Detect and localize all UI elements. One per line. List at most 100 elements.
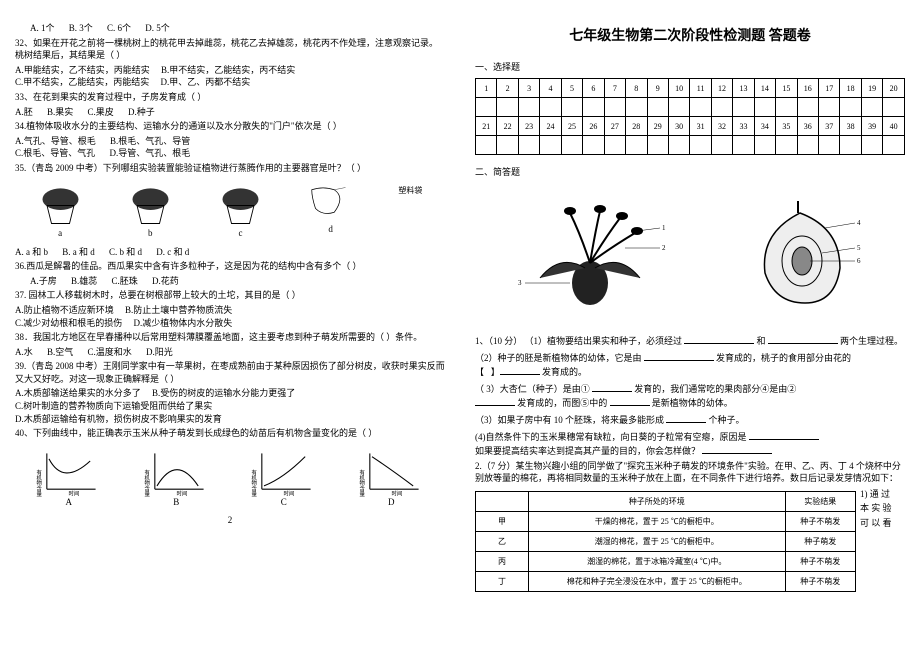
left-page: A. 1个 B. 3个 C. 6个 D. 5个 32、如果在开花之前将一棵桃树上… bbox=[0, 0, 460, 650]
opt: A.木质部输送给果实的水分多了 bbox=[15, 388, 141, 398]
opt: A.气孔、导管、根毛 bbox=[15, 135, 96, 148]
opt: B.防止土壤中营养物质流失 bbox=[125, 305, 232, 315]
chart-label: C bbox=[251, 497, 316, 507]
section-2: 二、简答题 bbox=[475, 165, 905, 178]
opt: C.温度和水 bbox=[88, 346, 132, 359]
chart-c: 有机物含量 时间 C bbox=[251, 448, 316, 507]
opt: C.根毛、导管、气孔 bbox=[15, 147, 95, 160]
chart-b: 有机物含量 时间 B bbox=[144, 448, 209, 507]
opt: C.树叶制造的营养物质向下运输受阻而供给了果实 bbox=[15, 401, 212, 411]
opt: D.阳光 bbox=[146, 346, 173, 359]
opt: A.甲能结实，乙不结实，丙能结实 bbox=[15, 65, 150, 75]
q37: 37. 园林工人移载树木时，总要在树根部带上较大的土坨，其目的是（ ） bbox=[15, 289, 445, 302]
q34-opts: A.气孔、导管、根毛 B.根毛、气孔、导管 C.根毛、导管、气孔 D.导管、气孔… bbox=[15, 135, 445, 160]
q36-opts: A.子房 B.雄蕊 C.胚珠 D.花药 bbox=[15, 275, 445, 288]
q1-2: （2）种子的胚是新植物体的幼体，它是由 发育成的，桃子的食用部分由花的 【 】 … bbox=[475, 350, 905, 379]
svg-text:有机物含量: 有机物含量 bbox=[251, 468, 257, 496]
blank bbox=[500, 364, 540, 375]
opt: C.甲不结实，乙能结实，丙能结实 bbox=[15, 77, 149, 87]
svg-text:1: 1 bbox=[662, 224, 666, 232]
q31-options: A. 1个 B. 3个 C. 6个 D. 5个 bbox=[15, 22, 445, 35]
opt: B. a 和 d bbox=[62, 246, 95, 259]
svg-text:4: 4 bbox=[857, 219, 861, 227]
q33-opts: A.胚 B.果实 C.果皮 D.种子 bbox=[15, 106, 445, 119]
opt: B.雄蕊 bbox=[71, 275, 97, 288]
opt: D. 5个 bbox=[145, 22, 170, 35]
q38-opts: A.水 B.空气 C.温度和水 D.阳光 bbox=[15, 346, 445, 359]
opt: B.空气 bbox=[47, 346, 73, 359]
opt: D.木质部运输给有机物，损伤树皮不影响果实的发育 bbox=[15, 414, 222, 424]
blank bbox=[644, 350, 714, 361]
svg-text:5: 5 bbox=[857, 244, 861, 252]
pot-a: a a bbox=[38, 183, 83, 238]
q37-opts: A.防止植物不适应新环境 B.防止土壤中营养物质流失 C.减少对幼根和根毛的损伤… bbox=[15, 304, 445, 329]
opt: B.果实 bbox=[47, 106, 73, 119]
svg-text:6: 6 bbox=[857, 257, 861, 265]
th bbox=[476, 491, 529, 511]
opt: D.种子 bbox=[128, 106, 155, 119]
fig-label: a bbox=[38, 228, 83, 238]
opt: A.胚 bbox=[15, 106, 33, 119]
q38: 38．我国北方地区在早春播种以后常用塑料薄膜覆盖地面，这主要考虑到种子萌发所需要… bbox=[15, 331, 445, 344]
svg-text:有机物含量: 有机物含量 bbox=[359, 468, 365, 496]
opt: C. b 和 d bbox=[109, 246, 142, 259]
experiment-table: 种子所处的环境 实验结果 甲干燥的棉花，置于 25 ℃的橱柜中。种子不萌发 乙潮… bbox=[475, 491, 856, 592]
q2: 2.（7 分）某生物兴趣小组的同学做了"探究玉米种子萌发的环境条件"实验。在甲、… bbox=[475, 460, 905, 485]
blank bbox=[610, 395, 650, 406]
fig-label: c bbox=[218, 228, 263, 238]
peach-diagram: 4 5 6 bbox=[740, 193, 870, 313]
opt: D.导管、气孔、根毛 bbox=[110, 147, 191, 160]
blank bbox=[684, 333, 754, 344]
blank bbox=[666, 412, 706, 423]
opt: D. c 和 d bbox=[156, 246, 189, 259]
chart-a: 有机物含量 时间 A bbox=[36, 448, 101, 507]
opt: D.花药 bbox=[152, 275, 179, 288]
svg-text:有机物含量: 有机物含量 bbox=[36, 468, 42, 496]
opt: B. 3个 bbox=[69, 22, 93, 35]
opt: A. 1个 bbox=[30, 22, 55, 35]
chart-label: A bbox=[36, 497, 101, 507]
blank bbox=[702, 443, 772, 454]
answer-title: 七年级生物第二次阶段性检测题 答题卷 bbox=[475, 25, 905, 45]
opt: C. 6个 bbox=[107, 22, 131, 35]
q1-1: 1、（10 分） （1）植物要结出果实和种子，必须经过 和 两个生理过程。 bbox=[475, 333, 905, 348]
fig-label: b bbox=[128, 228, 173, 238]
opt: A.防止植物不适应新环境 bbox=[15, 305, 114, 315]
opt: B.甲不结实，乙能结实，丙不结实 bbox=[161, 65, 295, 75]
q1-4: （3）如果子房中有 10 个胚珠，将来最多能形成 个种子。 bbox=[475, 412, 905, 427]
pot-c: c bbox=[218, 183, 263, 238]
opt: D.甲、乙、丙都不结实 bbox=[161, 77, 251, 87]
blank bbox=[768, 333, 838, 344]
opt: A. a 和 b bbox=[15, 246, 48, 259]
q34: 34.植物体吸收水分的主要结构、运输水分的通道以及水分散失的"门户"依次是（ ） bbox=[15, 120, 445, 133]
answer-grid: 1234567891011121314151617181920 21222324… bbox=[475, 78, 905, 155]
q39: 39.（青岛 2008 中考）王刚同学家中有一苹果树，在枣成熟前由于某种原因损伤… bbox=[15, 360, 445, 385]
svg-text:时间: 时间 bbox=[391, 490, 402, 497]
flower-diagrams: 1 2 3 4 5 6 bbox=[475, 193, 905, 313]
svg-text:时间: 时间 bbox=[284, 490, 295, 497]
right-page: 七年级生物第二次阶段性检测题 答题卷 一、选择题 123456789101112… bbox=[460, 0, 920, 650]
svg-text:2: 2 bbox=[662, 244, 666, 252]
charts-row: 有机物含量 时间 A 有机物含量 时间 B 有机物含量 时间 C bbox=[15, 448, 445, 507]
pot-figures: a a b c d 塑料袋 bbox=[15, 183, 445, 238]
chart-label: D bbox=[359, 497, 424, 507]
blank bbox=[475, 395, 515, 406]
opt: A.水 bbox=[15, 346, 33, 359]
page-number: 2 bbox=[15, 515, 445, 525]
q36: 36.西瓜是解暑的佳品。西瓜果实中含有许多粒种子，这是因为花的结构中含有多个（ … bbox=[15, 260, 445, 273]
opt: B.受伤的树皮的运输水分能力更强了 bbox=[152, 388, 295, 398]
chart-label: B bbox=[144, 497, 209, 507]
svg-text:时间: 时间 bbox=[69, 490, 80, 497]
opt: B.根毛、气孔、导管 bbox=[110, 135, 190, 148]
q32: 32、如果在开花之前将一棵桃树上的桃花甲去掉雌蕊，桃花乙去掉雄蕊，桃花丙不作处理… bbox=[15, 37, 445, 62]
th: 种子所处的环境 bbox=[529, 491, 786, 511]
opt: C.胚珠 bbox=[112, 275, 138, 288]
side-continuation: 1) 通 过 本 实 验 可 以 看 bbox=[856, 487, 905, 530]
opt: A.子房 bbox=[30, 275, 57, 288]
q35-opts: A. a 和 b B. a 和 d C. b 和 d D. c 和 d bbox=[15, 246, 445, 259]
q1-3: （ 3）大杏仁（种子）是由① 发育的，我们通常吃的果肉部分④是由② 发育成的，而… bbox=[475, 381, 905, 410]
opt: D.减少植物体内水分散失 bbox=[134, 318, 233, 328]
q32-opts: A.甲能结实，乙不结实，丙能结实 B.甲不结实，乙能结实，丙不结实 C.甲不结实… bbox=[15, 64, 445, 89]
th: 实验结果 bbox=[785, 491, 855, 511]
svg-text:有机物含量: 有机物含量 bbox=[144, 468, 150, 496]
